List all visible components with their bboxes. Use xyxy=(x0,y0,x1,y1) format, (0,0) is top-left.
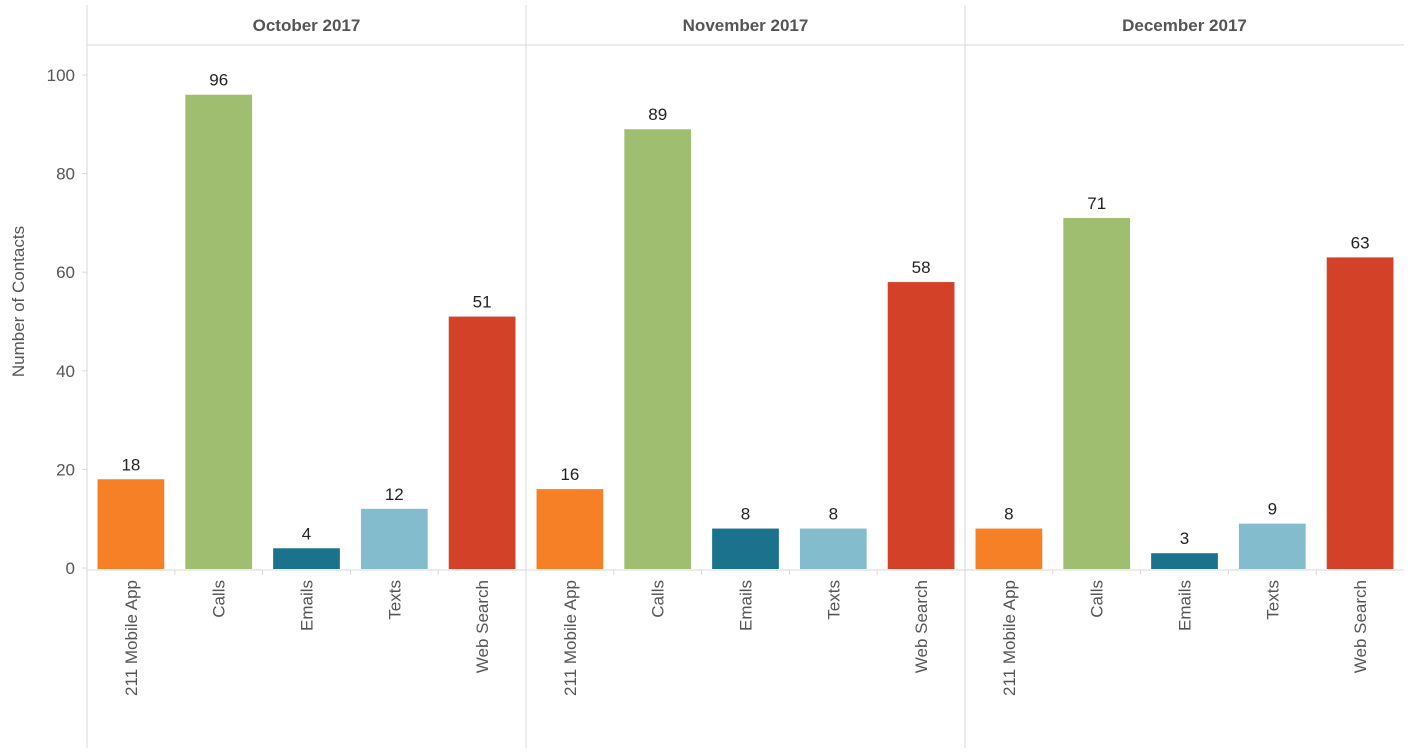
panel-title: October 2017 xyxy=(253,16,361,35)
bar-web-search xyxy=(1326,257,1394,569)
data-label: 96 xyxy=(209,71,228,90)
bar-211-mobile-app xyxy=(975,528,1043,569)
x-tick-label: Texts xyxy=(1263,580,1282,620)
x-tick-label: Calls xyxy=(1088,580,1107,618)
x-tick-label: Emails xyxy=(737,580,756,631)
data-label: 51 xyxy=(473,293,492,312)
x-tick-label: Calls xyxy=(210,580,229,618)
bar-web-search xyxy=(448,316,516,569)
y-tick-label: 20 xyxy=(56,460,75,479)
data-label: 18 xyxy=(121,455,140,474)
x-tick-label: Emails xyxy=(298,580,317,631)
x-tick-label: 211 Mobile App xyxy=(561,580,580,696)
bar-calls xyxy=(624,129,692,570)
data-label: 8 xyxy=(1004,505,1013,524)
x-tick-label: Web Search xyxy=(912,580,931,673)
data-label: 8 xyxy=(741,505,750,524)
bar-texts xyxy=(1238,523,1306,569)
data-label: 16 xyxy=(560,465,579,484)
y-axis-title: Number of Contacts xyxy=(9,226,28,377)
bar-emails xyxy=(712,528,779,569)
panel-title: November 2017 xyxy=(683,16,809,35)
bar-texts xyxy=(360,508,428,569)
y-tick-label: 60 xyxy=(56,263,75,282)
x-tick-label: Emails xyxy=(1176,580,1195,631)
bar-emails xyxy=(273,548,340,569)
data-label: 8 xyxy=(829,505,838,524)
x-tick-label: 211 Mobile App xyxy=(122,580,141,696)
x-tick-label: Calls xyxy=(649,580,668,618)
bar-web-search xyxy=(887,282,955,569)
data-label: 9 xyxy=(1268,500,1277,519)
x-tick-label: 211 Mobile App xyxy=(1000,580,1019,696)
x-tick-label: Texts xyxy=(824,580,843,620)
data-label: 12 xyxy=(385,485,404,504)
panel-title: December 2017 xyxy=(1122,16,1247,35)
y-tick-label: 0 xyxy=(66,559,75,578)
y-tick-label: 40 xyxy=(56,362,75,381)
bar-emails xyxy=(1151,553,1218,569)
y-tick-label: 80 xyxy=(56,165,75,184)
bar-calls xyxy=(1063,217,1131,569)
data-label: 63 xyxy=(1351,233,1370,252)
y-tick-label: 100 xyxy=(47,66,75,85)
data-label: 71 xyxy=(1087,194,1106,213)
x-tick-label: Texts xyxy=(385,580,404,620)
x-tick-label: Web Search xyxy=(473,580,492,673)
data-label: 89 xyxy=(648,105,667,124)
x-tick-label: Web Search xyxy=(1351,580,1370,673)
bar-calls xyxy=(185,94,253,569)
bar-texts xyxy=(799,528,867,569)
bar-211-mobile-app xyxy=(536,489,604,569)
data-label: 3 xyxy=(1180,529,1189,548)
bar-211-mobile-app xyxy=(97,479,165,569)
data-label: 58 xyxy=(912,258,931,277)
data-label: 4 xyxy=(302,524,311,543)
